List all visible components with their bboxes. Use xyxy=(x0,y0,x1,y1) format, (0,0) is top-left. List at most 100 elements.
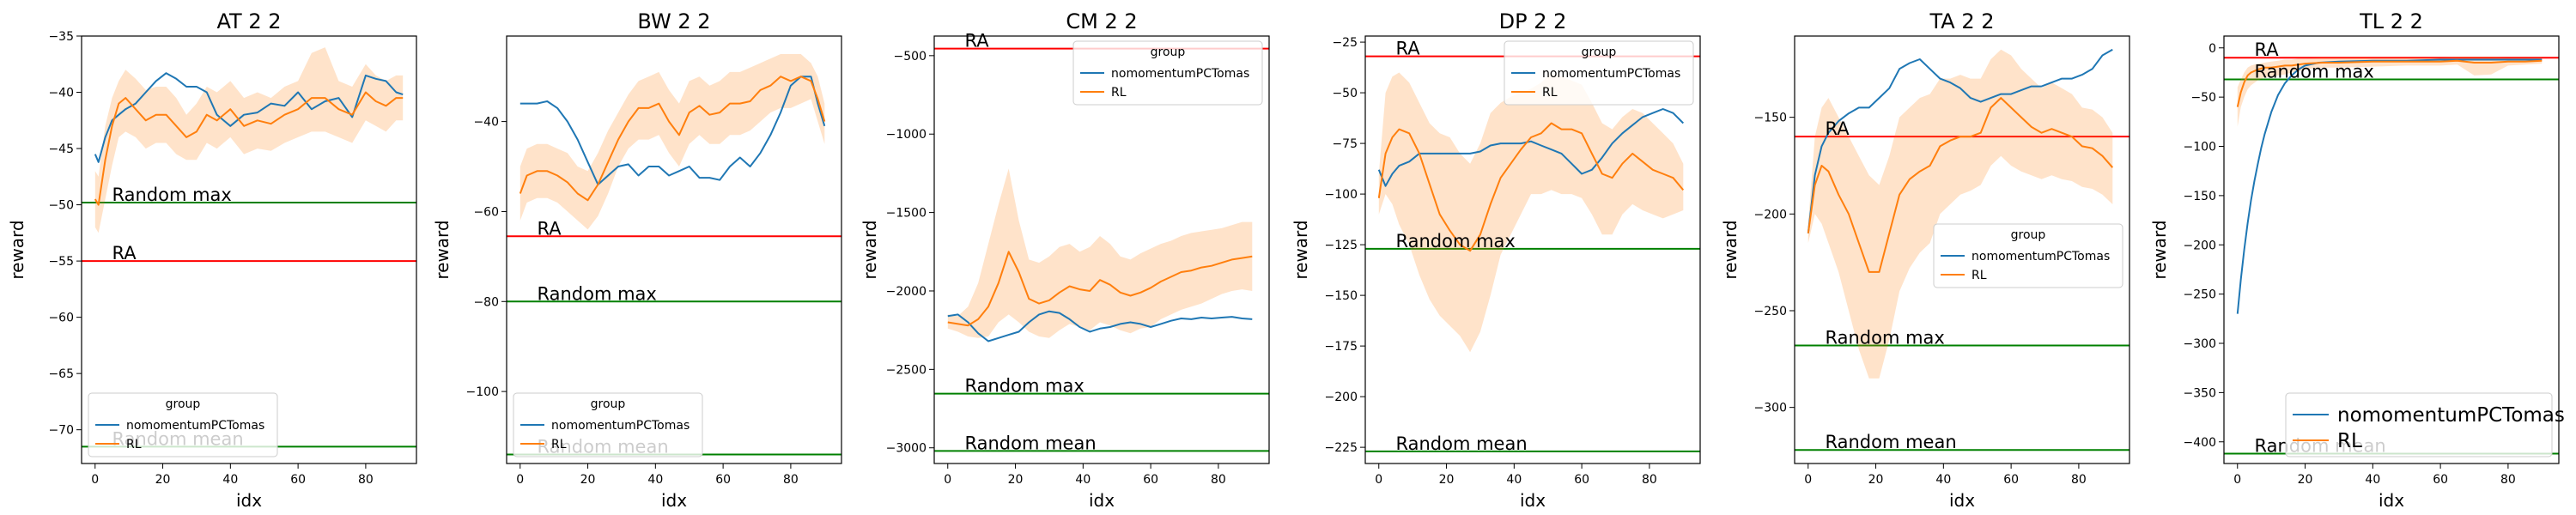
y-axis-label: reward xyxy=(860,220,880,279)
legend-title: group xyxy=(1151,45,1186,59)
y-tick-label: −300 xyxy=(2184,337,2216,351)
y-tick-label: −300 xyxy=(1754,402,1787,415)
plot-area xyxy=(82,36,416,464)
series-band-rl xyxy=(94,47,404,233)
reference-label-random-max: Random max xyxy=(1825,328,1944,348)
legend-label-rl: RL xyxy=(1542,86,1558,100)
x-tick-label: 80 xyxy=(2500,473,2516,487)
legend-label-rl: RL xyxy=(1971,269,1987,282)
legend: nomomentumPCTomas RL xyxy=(2285,392,2565,457)
y-tick-label: −150 xyxy=(1325,289,1358,303)
plot-area xyxy=(1365,36,1700,464)
chart-title: TL 2 2 xyxy=(2359,9,2423,33)
y-tick-label: −25 xyxy=(1332,36,1358,50)
y-tick-label: −3000 xyxy=(886,442,927,456)
x-tick-label: 20 xyxy=(155,473,171,487)
series-band-rl xyxy=(1378,72,1684,353)
plot-area xyxy=(934,36,1269,464)
y-tick-label: −500 xyxy=(894,50,927,64)
series-line-nomomentumpctomas xyxy=(947,310,1253,342)
y-tick-label: −1000 xyxy=(886,128,927,142)
legend: group nomomentumPCTomas RL xyxy=(1072,40,1263,106)
legend-label-nomomentumpctomas: nomomentumPCTomas xyxy=(1111,67,1249,81)
legend-label-rl: RL xyxy=(126,438,142,451)
legend-title: group xyxy=(166,397,201,411)
chart-panel-ta-2-2: TA 2 2 0 20 40 60 80 −300 −250 −200 −150 idx reward… xyxy=(1720,9,2130,511)
plot-frame xyxy=(506,35,842,464)
series-line-rl xyxy=(1807,97,2114,273)
y-tick-label: 0 xyxy=(2208,42,2216,56)
y-tick-label: −50 xyxy=(2190,91,2216,105)
y-tick-label: −400 xyxy=(2184,436,2216,450)
y-tick-label: −40 xyxy=(48,87,74,100)
legend-label-rl: RL xyxy=(1111,86,1127,100)
reference-label-random-max: Random max xyxy=(2254,61,2373,82)
plot-frame xyxy=(81,35,417,464)
chart-title: DP 2 2 xyxy=(1499,9,1567,33)
y-tick-label: −225 xyxy=(1325,441,1358,455)
chart-title: AT 2 2 xyxy=(216,9,281,33)
y-tick-label: −80 xyxy=(473,295,499,309)
y-tick-label: −75 xyxy=(1332,137,1358,151)
chart-title: CM 2 2 xyxy=(1066,9,1137,33)
x-tick-label: 20 xyxy=(580,473,596,487)
x-axis-label: idx xyxy=(2379,490,2404,511)
x-tick-label: 40 xyxy=(1506,473,1522,487)
y-tick-label: −60 xyxy=(473,205,499,219)
chart-panel-dp-2-2: DP 2 2 0 20 40 60 80 −225 −200 −175 −150 −125 −100 −… xyxy=(1291,9,1701,511)
plot-frame xyxy=(1794,35,2130,464)
legend-label-rl: RL xyxy=(551,438,567,451)
x-tick-label: 40 xyxy=(1935,473,1951,487)
reference-label-random-max: Random max xyxy=(112,185,231,205)
y-tick-label: −35 xyxy=(48,30,74,44)
reference-label-ra: RA xyxy=(964,31,989,52)
chart-title: TA 2 2 xyxy=(1929,9,1994,33)
x-axis-label: idx xyxy=(1949,490,1975,511)
series-line-nomomentumpctomas xyxy=(2236,58,2543,314)
y-tick-label: −55 xyxy=(48,255,74,269)
y-tick-label: −70 xyxy=(48,424,74,438)
reference-label-random-mean: Random mean xyxy=(964,433,1096,453)
y-tick-label: −2500 xyxy=(886,363,927,377)
y-tick-label: −200 xyxy=(1325,391,1358,404)
chart-panel-bw-2-2: BW 2 2 0 20 40 60 80 −100 −80 −60 −40 idx reward RA R… xyxy=(432,9,842,511)
y-tick-label: −250 xyxy=(2184,288,2216,302)
legend-frame xyxy=(1072,40,1263,106)
x-tick-label: 60 xyxy=(1143,473,1158,487)
x-tick-label: 80 xyxy=(358,473,374,487)
y-axis-label: reward xyxy=(7,220,27,279)
series-line-rl xyxy=(94,91,404,206)
chart-title: BW 2 2 xyxy=(637,9,710,33)
y-tick-label: −65 xyxy=(48,367,74,381)
chart-panel-cm-2-2: CM 2 2 0 20 40 60 80 −3000 −2500 −2000 −1500 −1000… xyxy=(860,9,1270,511)
y-axis-label: reward xyxy=(432,220,453,279)
x-tick-label: 80 xyxy=(1211,473,1226,487)
reference-label-random-max: Random max xyxy=(964,376,1084,397)
legend-label-rl: RL xyxy=(2337,430,2362,452)
legend-label-nomomentumpctomas: nomomentumPCTomas xyxy=(551,419,690,433)
legend-frame xyxy=(2285,392,2553,457)
x-axis-label: idx xyxy=(1520,490,1546,511)
y-tick-label: −45 xyxy=(48,142,74,156)
x-tick-label: 40 xyxy=(1075,473,1091,487)
reference-label-ra: RA xyxy=(1825,118,1850,139)
x-tick-label: 40 xyxy=(2365,473,2380,487)
x-tick-label: 20 xyxy=(1439,473,1455,487)
x-tick-label: 0 xyxy=(1375,473,1382,487)
y-tick-label: −350 xyxy=(2184,386,2216,400)
y-tick-label: −1500 xyxy=(886,207,927,221)
x-tick-label: 20 xyxy=(2298,473,2313,487)
series-band-rl xyxy=(947,168,1253,338)
x-tick-label: 60 xyxy=(1574,473,1589,487)
reference-label-random-mean: Random mean xyxy=(1395,433,1527,454)
chart-panel-at-2-2: AT 2 2 0 20 40 60 80 −70 −65 −60 −55 −50 −45 −40 −35 i… xyxy=(7,9,417,511)
x-tick-label: 80 xyxy=(783,473,799,487)
y-tick-label: −250 xyxy=(1754,305,1787,318)
y-tick-label: −150 xyxy=(1754,112,1787,125)
x-axis-label: idx xyxy=(661,490,687,511)
plot-content xyxy=(1795,48,2129,451)
y-tick-label: −100 xyxy=(1325,188,1358,202)
series-line-nomomentumpctomas xyxy=(519,76,826,185)
y-tick-label: −200 xyxy=(1754,208,1787,221)
y-axis-label: reward xyxy=(1720,220,1741,279)
